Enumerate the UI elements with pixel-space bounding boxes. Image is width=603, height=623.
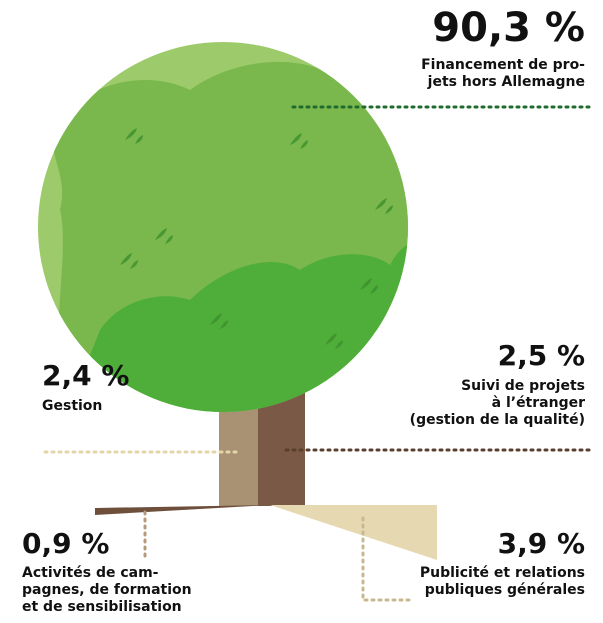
leader-lines	[43, 105, 594, 602]
leaf	[125, 128, 143, 144]
trunk-right	[258, 390, 305, 506]
leader-line	[361, 516, 412, 602]
leaf	[360, 278, 378, 294]
value-label: 2,5 %	[497, 339, 585, 372]
category-label: Activités de cam- pagnes, de formation e…	[22, 565, 192, 615]
category-label: Suivi de projets à l’étranger (gestion d…	[409, 378, 585, 428]
root-left	[95, 505, 270, 515]
leaf	[375, 198, 393, 214]
leaf	[210, 313, 228, 329]
category-label: Publicité et relations publiques général…	[419, 565, 585, 598]
value-label: 2,4 %	[42, 359, 130, 392]
leaf	[120, 253, 138, 269]
category-label: Financement de pro- jets hors Allemagne	[421, 57, 585, 90]
root-right	[270, 505, 437, 560]
leaf	[290, 133, 308, 149]
leaf	[155, 228, 173, 244]
value-label: 0,9 %	[22, 527, 110, 560]
value-label: 90,3 %	[432, 5, 585, 51]
value-label: 3,9 %	[497, 527, 585, 560]
leaf	[325, 333, 343, 349]
category-label: Gestion	[42, 398, 103, 414]
